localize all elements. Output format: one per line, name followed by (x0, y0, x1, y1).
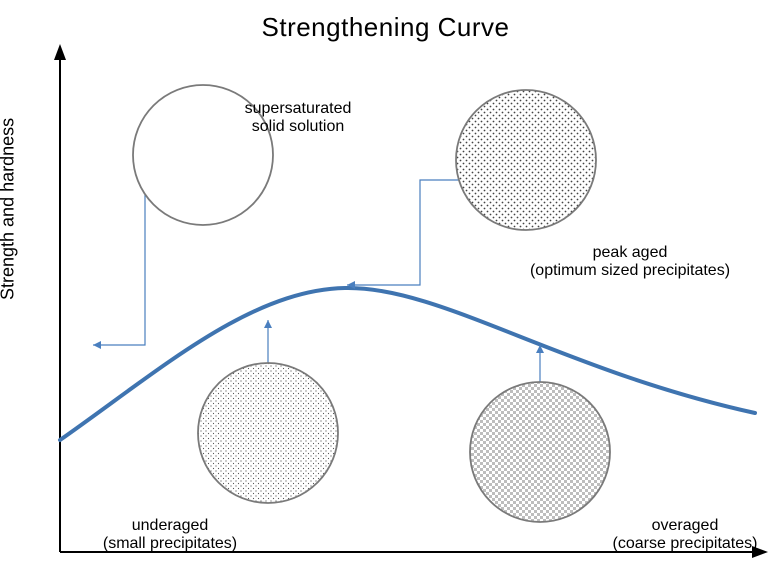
underaged-label: underaged (small precipitates) (103, 517, 237, 554)
label-line-1: overaged (652, 517, 719, 534)
leader-arrow-supersaturated (93, 341, 101, 349)
label-line-2: (optimum sized precipitates) (530, 262, 730, 279)
micro-peakaged (456, 90, 596, 230)
supersaturated-label: supersaturated solid solution (245, 100, 352, 137)
label-line-2: (small precipitates) (103, 535, 237, 552)
label-line-2: solid solution (252, 118, 345, 135)
peak-aged-label: peak aged (optimum sized precipitates) (530, 244, 730, 281)
leader-peakaged (347, 180, 460, 285)
label-line-1: peak aged (593, 244, 668, 261)
microstructure-diagrams (133, 85, 610, 522)
micro-underaged (198, 363, 338, 503)
strengthening-curve-chart (0, 0, 771, 579)
label-line-1: supersaturated (245, 100, 352, 117)
leader-supersaturated (93, 195, 145, 345)
strength-curve (60, 288, 755, 440)
micro-overaged (470, 382, 610, 522)
label-line-2: (coarse precipitates) (613, 535, 758, 552)
label-line-1: underaged (132, 517, 209, 534)
leader-arrow-underaged (264, 320, 272, 328)
overaged-label: overaged (coarse precipitates) (613, 517, 758, 554)
